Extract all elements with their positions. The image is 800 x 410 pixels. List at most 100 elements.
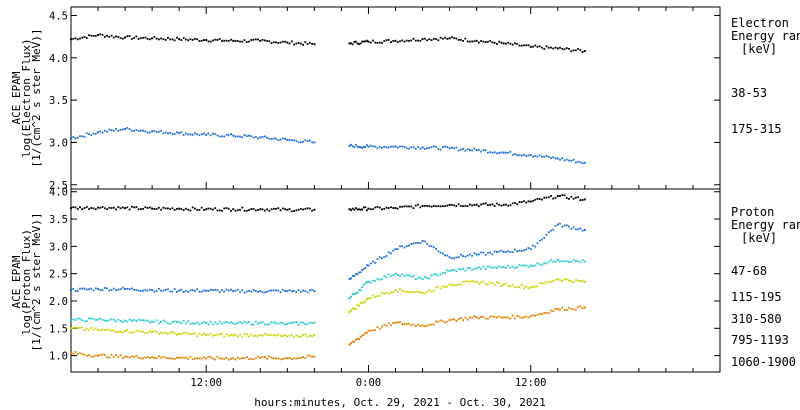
data-point (421, 291, 424, 294)
data-point (90, 287, 93, 290)
data-point (207, 132, 210, 135)
data-point (417, 277, 419, 280)
data-point (110, 353, 113, 356)
data-point (552, 156, 555, 159)
data-point (110, 34, 113, 37)
data-point (350, 342, 353, 345)
data-point (173, 288, 176, 290)
data-point (194, 132, 196, 135)
data-point (500, 249, 503, 252)
data-point (532, 155, 534, 158)
data-point (261, 38, 264, 41)
data-point (164, 356, 167, 359)
data-point (227, 358, 230, 361)
data-point (243, 134, 246, 136)
data-point (135, 354, 138, 357)
data-point (308, 41, 311, 44)
data-point (367, 280, 370, 283)
data-point (489, 281, 492, 284)
data-point (410, 243, 413, 245)
data-point (369, 262, 372, 265)
data-point (405, 274, 408, 276)
data-point (396, 274, 399, 276)
data-point (103, 36, 106, 38)
data-point (126, 329, 129, 331)
data-point (365, 209, 368, 212)
data-point (70, 137, 72, 140)
data-point (308, 354, 311, 357)
data-point (362, 146, 365, 148)
data-point (529, 264, 532, 267)
data-point (126, 126, 129, 129)
data-point (187, 208, 190, 211)
data-point (221, 209, 223, 212)
x-tick-label: 12:00 (190, 377, 222, 389)
data-point (482, 202, 485, 205)
data-point (148, 288, 151, 291)
data-point (146, 37, 149, 40)
data-point (583, 228, 586, 231)
data-point (250, 135, 253, 138)
data-point (348, 343, 351, 346)
data-point (430, 323, 433, 326)
data-point (520, 154, 523, 157)
data-point (94, 35, 97, 37)
data-point (110, 317, 113, 320)
data-point (390, 206, 392, 209)
data-point (281, 322, 284, 324)
data-point (556, 195, 559, 198)
data-point (475, 149, 478, 152)
data-point (529, 154, 532, 157)
data-point (304, 290, 307, 292)
data-point (160, 321, 163, 323)
data-point (426, 39, 428, 42)
data-point (509, 251, 512, 253)
data-point (182, 37, 185, 39)
data-point (182, 332, 185, 334)
data-point (225, 133, 228, 136)
data-point (392, 145, 395, 148)
data-point (153, 320, 156, 323)
data-point (135, 206, 138, 208)
data-point (106, 319, 108, 322)
data-point (453, 37, 455, 39)
data-point (227, 289, 230, 292)
data-point (112, 36, 115, 39)
data-point (76, 317, 79, 320)
data-point (88, 317, 90, 320)
data-point (358, 271, 360, 274)
electron-ylabel-line2: log(Electron Flux) (20, 38, 33, 157)
data-point (414, 39, 417, 42)
data-point (72, 352, 75, 355)
data-point (412, 274, 415, 277)
data-point (191, 289, 194, 292)
data-point (203, 356, 205, 359)
data-point (523, 249, 525, 252)
data-point (410, 275, 413, 278)
data-point (76, 353, 79, 355)
data-point (428, 277, 431, 280)
data-point (480, 281, 483, 284)
data-point (365, 281, 368, 284)
data-point (288, 139, 291, 141)
data-point (263, 39, 266, 42)
data-point (189, 356, 192, 358)
data-point (421, 324, 424, 327)
data-point (130, 129, 133, 132)
data-point (565, 278, 568, 281)
proton-legend-310-580: 310-580 (731, 312, 782, 326)
data-point (279, 335, 282, 337)
data-point (263, 209, 266, 212)
data-point (286, 138, 289, 141)
data-point (574, 260, 577, 262)
data-point (230, 209, 232, 212)
data-point (394, 207, 397, 210)
data-point (144, 332, 147, 334)
data-point (101, 33, 104, 36)
data-point (351, 340, 354, 343)
data-point (579, 305, 582, 308)
data-point (101, 328, 104, 331)
data-point (293, 290, 295, 292)
data-point (532, 264, 534, 267)
data-point (365, 39, 368, 42)
